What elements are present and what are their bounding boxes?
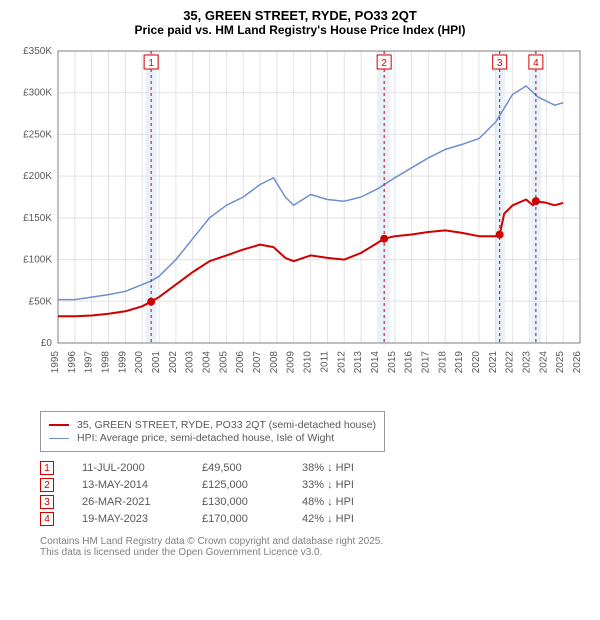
svg-text:2023: 2023 xyxy=(521,351,532,374)
sale-price: £170,000 xyxy=(202,513,302,525)
svg-text:£0: £0 xyxy=(41,338,53,349)
chart-svg: £0 £50K £100K £150K £200K £250K £300K £350K 1995… xyxy=(10,43,590,403)
legend-swatch xyxy=(49,424,69,426)
svg-text:2022: 2022 xyxy=(505,351,516,374)
attribution-line2: This data is licensed under the Open Gov… xyxy=(40,547,590,558)
svg-text:4: 4 xyxy=(533,58,539,69)
svg-text:2021: 2021 xyxy=(488,351,499,374)
svg-text:2019: 2019 xyxy=(454,351,465,374)
svg-text:2009: 2009 xyxy=(286,351,297,374)
sale-date: 26-MAR-2021 xyxy=(82,496,202,508)
svg-text:2016: 2016 xyxy=(404,351,415,374)
svg-text:2002: 2002 xyxy=(168,351,179,374)
svg-text:2000: 2000 xyxy=(134,351,145,374)
svg-text:2017: 2017 xyxy=(420,351,431,374)
svg-text:2013: 2013 xyxy=(353,351,364,374)
svg-text:2003: 2003 xyxy=(185,351,196,374)
sale-diff-vs-hpi: 48% ↓ HPI xyxy=(302,496,402,508)
sale-price: £130,000 xyxy=(202,496,302,508)
legend-label: 35, GREEN STREET, RYDE, PO33 2QT (semi-d… xyxy=(77,419,376,431)
legend-item: HPI: Average price, semi-detached house,… xyxy=(49,432,376,444)
svg-text:1996: 1996 xyxy=(67,351,78,374)
svg-text:2005: 2005 xyxy=(218,351,229,374)
svg-text:2014: 2014 xyxy=(370,351,381,374)
svg-text:2004: 2004 xyxy=(202,351,213,374)
sale-diff-vs-hpi: 33% ↓ HPI xyxy=(302,479,402,491)
svg-text:1: 1 xyxy=(148,58,154,69)
svg-text:2011: 2011 xyxy=(319,351,330,373)
svg-text:1995: 1995 xyxy=(50,351,61,374)
svg-text:2012: 2012 xyxy=(336,351,347,374)
svg-text:3: 3 xyxy=(497,58,503,69)
svg-text:2024: 2024 xyxy=(538,351,549,374)
svg-text:£50K: £50K xyxy=(29,296,53,307)
sale-row: 1 11-JUL-2000£49,50038% ↓ HPI xyxy=(40,461,590,475)
svg-text:£300K: £300K xyxy=(23,88,52,99)
chart-title-line1: 35, GREEN STREET, RYDE, PO33 2QT xyxy=(10,8,590,23)
sale-number-badge: 1 xyxy=(40,461,54,475)
sale-price: £49,500 xyxy=(202,462,302,474)
legend-item: 35, GREEN STREET, RYDE, PO33 2QT (semi-d… xyxy=(49,419,376,431)
sale-number-badge: 3 xyxy=(40,495,54,509)
sale-number-badge: 4 xyxy=(40,512,54,526)
svg-text:1999: 1999 xyxy=(117,351,128,374)
svg-text:£250K: £250K xyxy=(23,129,52,140)
sale-price: £125,000 xyxy=(202,479,302,491)
svg-text:2006: 2006 xyxy=(235,351,246,374)
svg-text:£350K: £350K xyxy=(23,46,52,57)
sale-row: 3 26-MAR-2021£130,00048% ↓ HPI xyxy=(40,495,590,509)
svg-text:2025: 2025 xyxy=(555,351,566,374)
sale-row: 4 19-MAY-2023£170,00042% ↓ HPI xyxy=(40,512,590,526)
sale-date: 19-MAY-2023 xyxy=(82,513,202,525)
attribution: Contains HM Land Registry data © Crown c… xyxy=(40,536,590,558)
svg-text:£150K: £150K xyxy=(23,213,52,224)
sale-diff-vs-hpi: 42% ↓ HPI xyxy=(302,513,402,525)
price-chart: £0 £50K £100K £150K £200K £250K £300K £350K 1995… xyxy=(10,43,590,403)
svg-text:2007: 2007 xyxy=(252,351,263,374)
svg-text:2026: 2026 xyxy=(572,351,583,374)
svg-text:£100K: £100K xyxy=(23,255,52,266)
svg-text:2008: 2008 xyxy=(269,351,280,374)
legend-label: HPI: Average price, semi-detached house,… xyxy=(77,432,334,444)
svg-text:2015: 2015 xyxy=(387,351,398,374)
sale-number-badge: 2 xyxy=(40,478,54,492)
svg-text:2: 2 xyxy=(381,58,387,69)
chart-legend: 35, GREEN STREET, RYDE, PO33 2QT (semi-d… xyxy=(40,411,385,452)
svg-text:2001: 2001 xyxy=(151,351,162,374)
sale-diff-vs-hpi: 38% ↓ HPI xyxy=(302,462,402,474)
sale-date: 11-JUL-2000 xyxy=(82,462,202,474)
legend-swatch xyxy=(49,438,69,439)
svg-text:£200K: £200K xyxy=(23,171,52,182)
sales-table: 1 11-JUL-2000£49,50038% ↓ HPI 2 13-MAY-2014… xyxy=(40,461,590,526)
svg-text:2010: 2010 xyxy=(303,351,314,374)
chart-title-line2: Price paid vs. HM Land Registry's House … xyxy=(10,23,590,37)
sale-date: 13-MAY-2014 xyxy=(82,479,202,491)
sale-row: 2 13-MAY-2014£125,00033% ↓ HPI xyxy=(40,478,590,492)
svg-text:1998: 1998 xyxy=(101,351,112,374)
attribution-line1: Contains HM Land Registry data © Crown c… xyxy=(40,536,590,547)
svg-text:1997: 1997 xyxy=(84,351,95,374)
svg-text:2020: 2020 xyxy=(471,351,482,374)
svg-text:2018: 2018 xyxy=(437,351,448,374)
